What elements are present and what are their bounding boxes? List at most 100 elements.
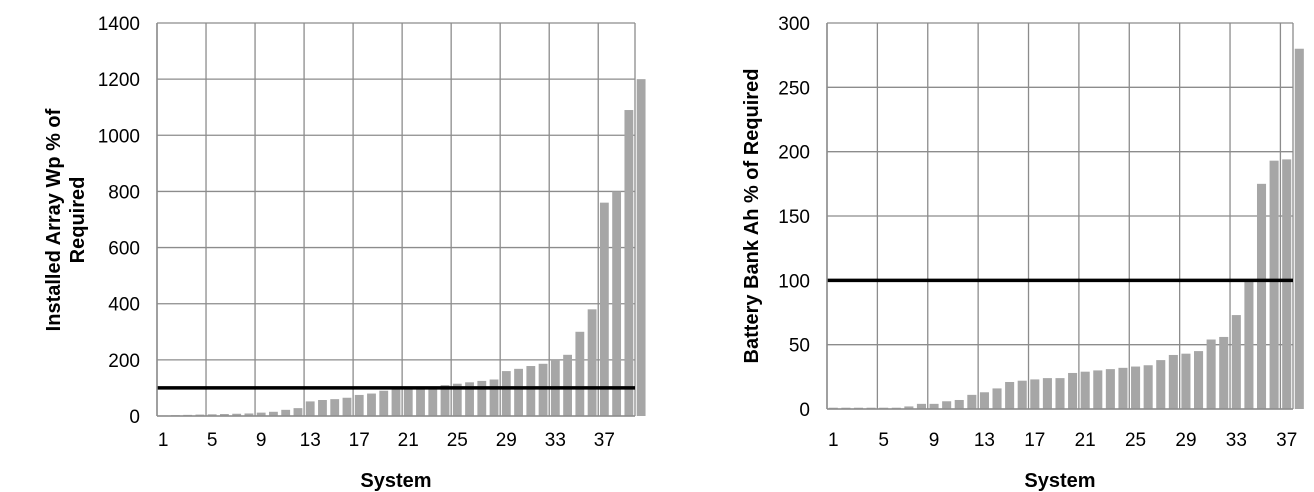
bar: [403, 387, 413, 416]
x-tick-label: 37: [1276, 430, 1297, 451]
bar: [219, 414, 229, 416]
x-tick-label: 17: [1024, 430, 1045, 451]
bar: [916, 403, 926, 409]
bar: [1030, 379, 1040, 409]
x-tick-label: 1: [158, 430, 169, 451]
x-tick-label: 29: [1175, 430, 1196, 451]
bar: [1269, 160, 1279, 409]
bar: [624, 110, 634, 417]
y-tick-label: 600: [108, 239, 140, 260]
bar: [514, 368, 523, 416]
bar: [477, 380, 487, 416]
x-tick-label: 9: [929, 430, 940, 451]
y-axis-title: Installed Array Wp % of: [43, 108, 65, 331]
y-tick-label: 400: [108, 295, 140, 316]
bar: [207, 414, 217, 416]
y-tick-label: 800: [108, 182, 140, 203]
x-tick-label: 21: [1075, 430, 1096, 451]
bar: [342, 397, 352, 416]
bar: [929, 403, 939, 409]
bar: [379, 390, 389, 416]
bar: [575, 331, 585, 416]
bar: [612, 191, 622, 416]
y-tick-label: 1200: [98, 70, 140, 91]
y-axis-title: Battery Bank Ah % of Required: [741, 69, 763, 364]
bar: [942, 401, 952, 409]
bar: [967, 394, 977, 409]
x-tick-label: 33: [545, 430, 566, 451]
x-tick-label: 9: [256, 430, 267, 451]
x-tick-label: 5: [207, 430, 218, 451]
bar: [954, 399, 964, 409]
y-tick-label: 100: [778, 271, 810, 292]
bar: [367, 393, 376, 416]
bar: [244, 413, 254, 416]
y-tick-label: 200: [778, 143, 810, 164]
x-tick-label: 21: [398, 430, 419, 451]
bar: [330, 399, 340, 416]
bar: [489, 379, 499, 416]
bar: [1282, 159, 1292, 409]
bar: [256, 412, 266, 416]
bar: [1118, 367, 1128, 409]
bar: [1244, 279, 1254, 409]
x-tick-label: 13: [974, 430, 995, 451]
bar: [305, 401, 315, 416]
bar: [538, 363, 548, 416]
bar: [992, 388, 1002, 409]
y-tick-label: 250: [778, 78, 810, 99]
bar: [1042, 378, 1052, 409]
bar: [1068, 372, 1078, 409]
x-axis-title: System: [1024, 470, 1095, 492]
x-tick-label: 29: [496, 430, 517, 451]
bar: [1231, 315, 1241, 409]
bar: [281, 409, 291, 416]
bar: [416, 387, 425, 416]
bar: [501, 371, 511, 416]
bar: [636, 79, 646, 417]
bar: [465, 382, 474, 416]
bar: [318, 399, 327, 416]
bar: [452, 383, 462, 416]
bar: [440, 385, 450, 416]
y-tick-label: 1400: [98, 14, 140, 35]
chart-battery-bank: 0 50 100 150 200 250 300 1 5 9 13 17 21 25 29 33 37 Syste…: [741, 14, 1304, 492]
bar: [1093, 370, 1103, 409]
bar: [1219, 336, 1229, 409]
x-tick-label: 17: [349, 430, 370, 451]
y-tick-label: 50: [789, 336, 810, 357]
x-tick-label: 5: [878, 430, 889, 451]
bar: [1055, 378, 1065, 409]
bar: [428, 386, 438, 416]
x-tick-label: 1: [828, 430, 839, 451]
y-tick-label: 300: [778, 14, 810, 35]
bar: [1131, 366, 1141, 409]
x-tick-label: 25: [1125, 430, 1146, 451]
y-tick-label: 1000: [98, 126, 140, 147]
bar: [1294, 48, 1304, 409]
bar: [1017, 380, 1027, 409]
bar: [232, 413, 242, 416]
y-tick-label: 200: [108, 351, 140, 372]
bar: [354, 394, 364, 416]
x-axis-title: System: [360, 470, 431, 492]
y-axis-title: Required: [67, 177, 89, 264]
bar: [563, 354, 573, 416]
y-tick-label: 150: [778, 207, 810, 228]
bar: [1168, 354, 1178, 409]
bar: [1156, 360, 1166, 409]
bar: [1005, 381, 1015, 409]
bar: [1206, 339, 1216, 409]
bar: [587, 309, 597, 416]
bar: [269, 411, 278, 416]
x-tick-label: 37: [594, 430, 615, 451]
x-tick-label: 13: [300, 430, 321, 451]
x-tick-label: 25: [447, 430, 468, 451]
bar: [1143, 365, 1153, 409]
bar: [904, 406, 914, 409]
bar: [1256, 183, 1267, 409]
x-tick-label: 33: [1226, 430, 1247, 451]
bar: [391, 389, 401, 416]
bar: [1080, 371, 1090, 409]
